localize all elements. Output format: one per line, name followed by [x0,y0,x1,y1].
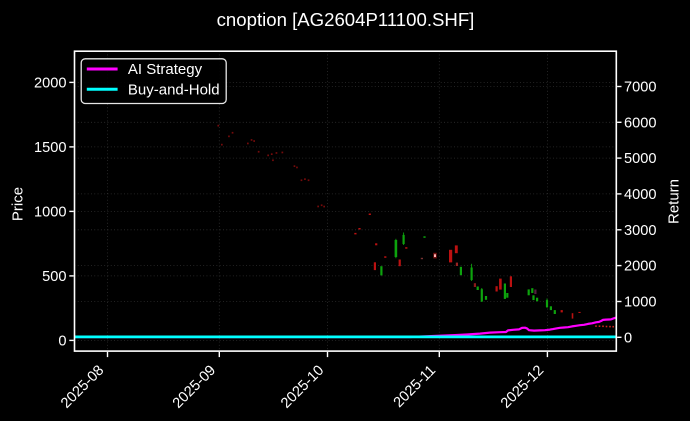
svg-text:Price: Price [10,187,27,221]
svg-text:500: 500 [42,269,66,285]
svg-text:2000: 2000 [624,259,656,275]
svg-text:0: 0 [624,330,632,346]
svg-text:5000: 5000 [624,151,656,167]
svg-text:AI Strategy: AI Strategy [128,61,203,78]
svg-text:1000: 1000 [34,205,66,221]
svg-text:2000: 2000 [34,76,66,92]
svg-text:4000: 4000 [624,187,656,203]
svg-text:0: 0 [58,334,66,350]
svg-text:1500: 1500 [34,140,66,156]
svg-text:Buy-and-Hold: Buy-and-Hold [128,81,220,98]
svg-text:Return: Return [665,179,682,224]
svg-text:7000: 7000 [624,80,656,96]
svg-text:3000: 3000 [624,223,656,239]
svg-text:1000: 1000 [624,295,656,311]
svg-text:cnoption [AG2604P11100.SHF]: cnoption [AG2604P11100.SHF] [217,9,475,30]
svg-text:6000: 6000 [624,115,656,131]
